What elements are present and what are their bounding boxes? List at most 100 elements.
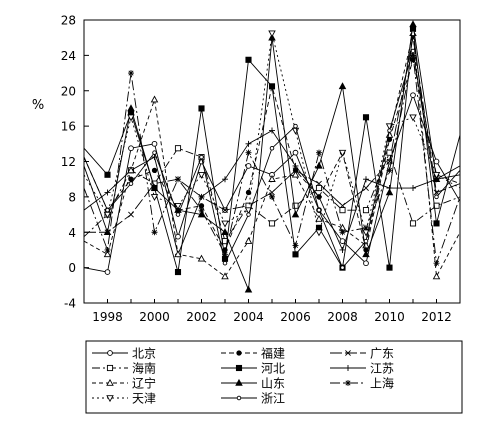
y-axis: -4 0 4 8 12 16 20 24 28 — [61, 14, 89, 311]
series-line — [83, 24, 461, 290]
x-tick-label: 2012 — [421, 310, 452, 324]
data-point — [222, 260, 228, 266]
data-point — [197, 210, 206, 218]
data-point — [174, 268, 182, 276]
data-point — [268, 175, 276, 182]
data-point — [128, 145, 134, 152]
data-point — [245, 56, 252, 63]
data-point — [127, 166, 135, 174]
x-tick-label: 2006 — [280, 310, 311, 324]
data-point — [363, 260, 369, 267]
x-axis: 1998 2000 2002 2004 2006 2008 2010 2012 — [83, 299, 461, 324]
y-tick-label: 0 — [68, 261, 76, 275]
data-point — [175, 176, 181, 183]
data-point — [315, 184, 323, 192]
data-point — [409, 220, 417, 227]
data-point — [268, 220, 276, 227]
data-point — [432, 172, 441, 179]
data-point — [104, 269, 111, 275]
y-tick-label: 16 — [61, 120, 76, 134]
legend-marker — [236, 350, 242, 356]
data-point — [291, 210, 300, 218]
data-point — [105, 207, 110, 213]
legend-label: 河北 — [261, 362, 285, 376]
data-point — [151, 140, 158, 147]
data-point — [433, 220, 440, 227]
y-tick-label: 28 — [61, 14, 76, 28]
x-tick-label: 2004 — [233, 310, 264, 324]
data-point — [363, 176, 369, 183]
data-point — [315, 214, 323, 222]
data-point — [175, 212, 181, 217]
legend-marker — [106, 364, 114, 372]
series-7 — [83, 29, 461, 280]
data-point — [244, 236, 253, 244]
data-point — [103, 250, 112, 258]
data-point — [316, 207, 322, 213]
data-point — [409, 114, 417, 122]
data-point — [128, 70, 134, 77]
y-tick-label: 20 — [61, 84, 76, 98]
data-point — [152, 150, 157, 155]
data-point — [291, 170, 300, 178]
data-point — [221, 220, 229, 228]
data-point — [410, 52, 416, 59]
data-point — [292, 202, 299, 209]
data-point — [104, 189, 111, 196]
legend-marker — [236, 395, 242, 401]
data-point — [221, 228, 229, 235]
x-tick-label: 2002 — [186, 310, 217, 324]
series-line — [83, 33, 461, 279]
legend-label: 广东 — [370, 347, 394, 361]
data-point — [385, 188, 394, 196]
data-point — [292, 149, 299, 156]
data-point — [198, 193, 205, 200]
data-point — [128, 181, 134, 186]
data-point — [104, 171, 111, 178]
data-point — [245, 149, 252, 156]
data-point — [245, 163, 252, 169]
data-point — [222, 207, 228, 214]
data-point — [362, 207, 370, 214]
legend-item: 广东 — [330, 347, 394, 361]
data-point — [363, 224, 369, 231]
data-point — [174, 202, 182, 210]
legend-marker — [106, 378, 114, 386]
series-line — [83, 33, 461, 235]
data-point — [198, 207, 205, 214]
data-point — [150, 183, 159, 191]
y-axis-label: % — [32, 98, 44, 113]
legend-marker — [345, 350, 351, 356]
y-tick-label: 12 — [61, 155, 76, 169]
series-8 — [83, 20, 461, 293]
series-line — [84, 37, 461, 233]
data-point — [433, 158, 440, 165]
legend-item: 江苏 — [330, 362, 394, 376]
data-point — [387, 128, 392, 133]
data-point — [292, 162, 299, 169]
data-point — [128, 211, 134, 218]
data-point — [338, 82, 347, 90]
legend-marker — [345, 380, 351, 386]
data-point — [246, 212, 251, 217]
legend-label: 山东 — [261, 377, 285, 391]
data-point — [409, 20, 417, 28]
series-9 — [83, 52, 461, 267]
legend-label: 上海 — [370, 376, 394, 391]
data-point — [269, 145, 275, 151]
legend-label: 辽宁 — [132, 376, 156, 391]
data-point — [292, 251, 299, 258]
y-tick-label: 8 — [68, 190, 76, 204]
data-point — [362, 250, 370, 258]
legend-marker — [235, 364, 243, 372]
data-point — [315, 161, 323, 169]
data-point — [410, 92, 416, 99]
data-point — [127, 114, 135, 122]
y-tick-label: 24 — [61, 49, 76, 63]
data-point — [222, 251, 228, 258]
legend-item: 海南 — [92, 361, 156, 376]
data-point — [432, 272, 441, 280]
legend-marker — [107, 350, 113, 356]
data-point — [269, 127, 275, 134]
data-point — [386, 264, 393, 271]
